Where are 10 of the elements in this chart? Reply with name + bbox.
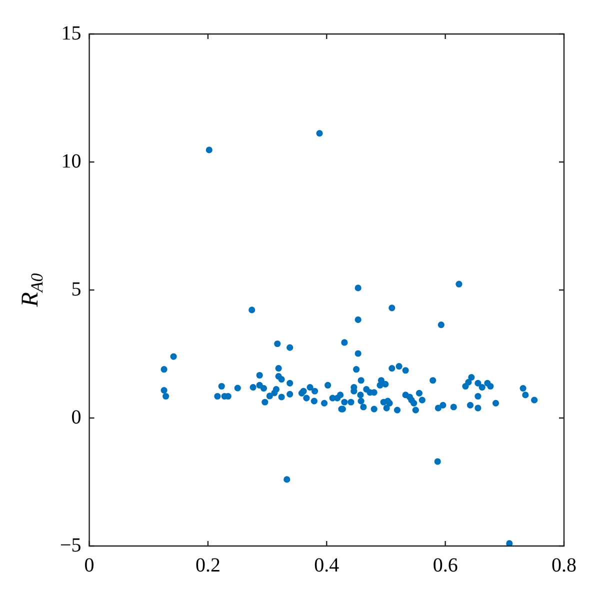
x-tick-label: 0.8 <box>552 554 576 576</box>
x-tick-label: 0.4 <box>314 554 340 576</box>
x-tick-label: 0.2 <box>195 554 220 576</box>
y-tick-label: 10 <box>61 150 82 172</box>
y-tick-label: 0 <box>71 406 82 428</box>
y-axis-title: RA0 <box>17 272 46 308</box>
x-tick-label: 0.6 <box>432 554 458 576</box>
y-tick-label: 5 <box>71 278 82 300</box>
y-tick-label: 15 <box>61 22 82 44</box>
y-tick-label: −5 <box>60 534 82 556</box>
